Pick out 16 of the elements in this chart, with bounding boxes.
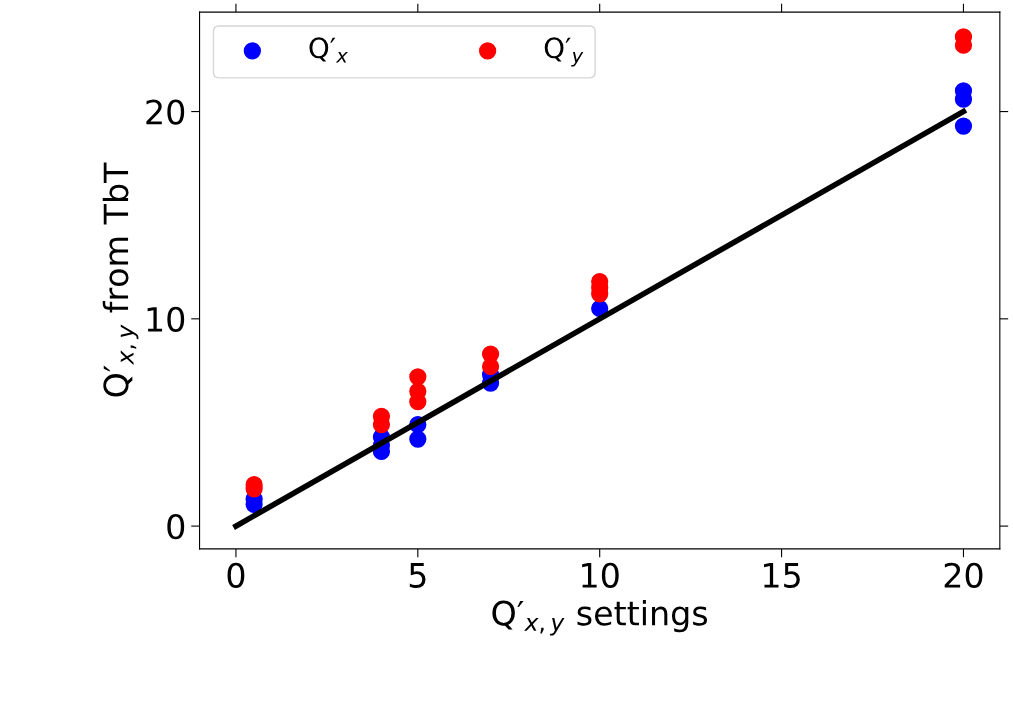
point [481,345,500,363]
y-tick-label: 0 [167,514,185,540]
x-tick-label: 5 [409,563,426,588]
x-axis-title: Q′$_{x,y}$ settings [492,599,708,636]
y-tick-label: 10 [147,306,185,332]
legend-label: Q′$_{x}$ [309,37,348,63]
legend-label: Q′$_{y}$ [544,37,584,67]
x-tick-label: 20 [944,562,983,588]
x-tick-label: 10 [582,562,619,588]
y-tick-label: 20 [146,99,185,125]
point [409,430,427,448]
x-tick-label: 15 [764,563,800,588]
point [954,117,973,135]
x-tick-label: 0 [227,562,245,588]
y-axis-title: Q′$_{x,y}$ from TbT [102,162,139,397]
point [409,368,427,386]
